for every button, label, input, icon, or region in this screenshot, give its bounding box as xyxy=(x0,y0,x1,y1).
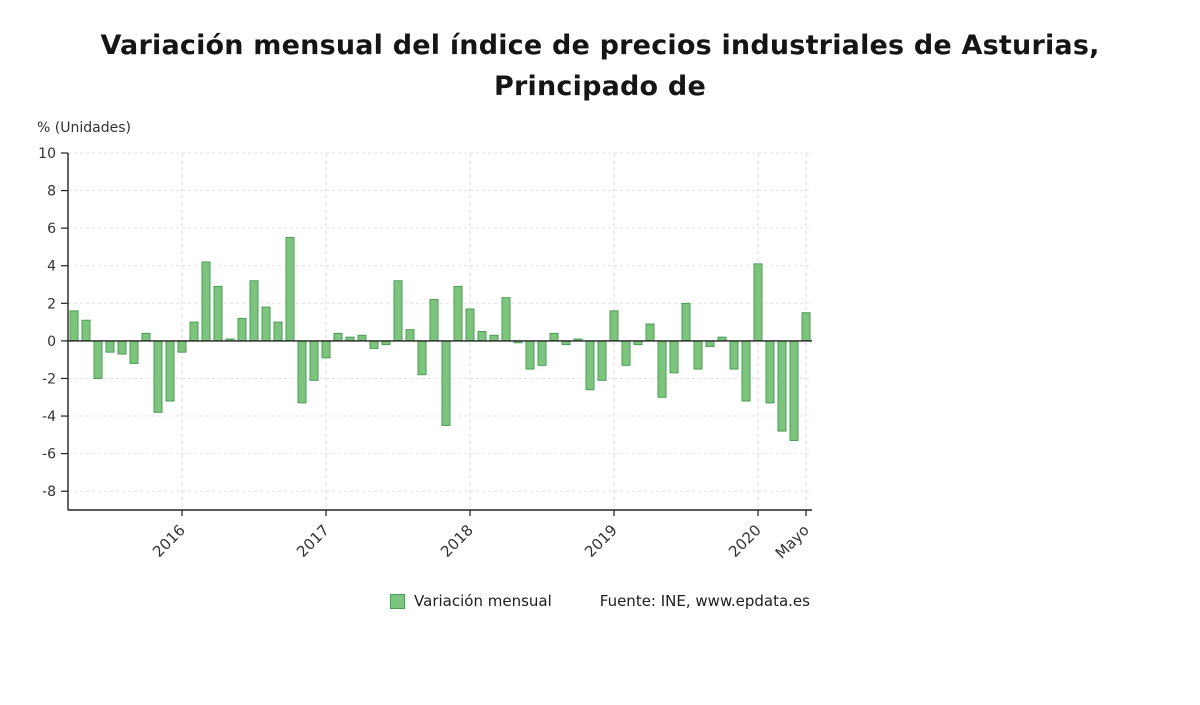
y-axis-unit-label: % (Unidades) xyxy=(37,120,131,136)
bar-ene-2017 xyxy=(321,340,331,359)
y-tick-label: 2 xyxy=(47,296,56,312)
bar-mar-2020 xyxy=(777,340,787,432)
bar-ene-2016 xyxy=(177,340,187,353)
y-tick-label: -4 xyxy=(42,409,56,425)
bar-ene-2019 xyxy=(609,310,619,342)
page-title-line-1: Variación mensual del índice de precios … xyxy=(100,30,1100,61)
x-tick-label: 2017 xyxy=(293,521,333,561)
y-tick-label: -6 xyxy=(42,447,56,463)
bar-may-2015 xyxy=(81,319,91,342)
bar-may-2020 xyxy=(801,312,811,342)
bar-dic-2016 xyxy=(309,340,319,381)
bar-feb-2016 xyxy=(189,321,199,342)
bar-sep-2019 xyxy=(705,340,715,348)
bar-dic-2015 xyxy=(165,340,175,402)
bar-jun-2015 xyxy=(93,340,103,379)
bar-nov-2019 xyxy=(729,340,739,370)
legend-swatch-icon xyxy=(390,593,406,609)
y-tick-label: 0 xyxy=(47,334,56,350)
bar-ago-2017 xyxy=(405,329,415,342)
legend-item-variacion-mensual: Variación mensual xyxy=(390,592,552,610)
legend-row: Variación mensual Fuente: INE, www.epdat… xyxy=(0,592,1200,610)
legend-series-label: Variación mensual xyxy=(414,592,552,610)
x-tick-label: 2020 xyxy=(725,521,765,561)
bar-ene-2020 xyxy=(753,263,763,342)
bar-jul-2018 xyxy=(537,340,547,366)
bar-abr-2016 xyxy=(213,285,223,342)
page-title-line-2: Principado de xyxy=(494,70,706,102)
bar-dic-2019 xyxy=(741,340,751,402)
bar-mar-2016 xyxy=(201,261,211,342)
y-tick-label: -2 xyxy=(42,371,56,387)
bar-sep-2015 xyxy=(129,340,139,364)
bar-ago-2016 xyxy=(261,306,271,342)
x-tick-label: 2016 xyxy=(149,521,189,561)
bar-feb-2020 xyxy=(765,340,775,404)
bar-ago-2019 xyxy=(693,340,703,370)
bar-jul-2015 xyxy=(105,340,115,353)
bar-jul-2017 xyxy=(393,280,403,342)
bar-abr-2020 xyxy=(789,340,799,441)
source-label: Fuente: INE, www.epdata.es xyxy=(599,592,810,610)
bar-jun-2016 xyxy=(237,317,247,342)
bar-jul-2019 xyxy=(681,302,691,342)
y-tick-label: 10 xyxy=(38,146,56,162)
bar-nov-2015 xyxy=(153,340,163,413)
bar-ago-2015 xyxy=(117,340,127,355)
bar-mar-2018 xyxy=(489,334,499,342)
bar-oct-2016 xyxy=(285,237,295,342)
y-tick-label: -8 xyxy=(42,484,56,500)
bar-abr-2017 xyxy=(357,334,367,342)
bar-nov-2016 xyxy=(297,340,307,404)
bar-sep-2017 xyxy=(417,340,427,376)
page-title: Variación mensual del índice de precios … xyxy=(0,26,1200,107)
y-tick-label: 4 xyxy=(47,259,56,275)
bar-dic-2017 xyxy=(453,285,463,342)
bar-may-2019 xyxy=(657,340,667,398)
bar-oct-2015 xyxy=(141,332,151,342)
bar-abr-2019 xyxy=(645,323,655,342)
y-tick-label: 8 xyxy=(47,184,56,200)
bar-ene-2018 xyxy=(465,308,475,342)
bar-abr-2018 xyxy=(501,297,511,342)
bar-jun-2018 xyxy=(525,340,535,370)
bar-nov-2018 xyxy=(585,340,595,391)
bar-feb-2019 xyxy=(621,340,631,366)
y-tick-label: 6 xyxy=(47,221,56,237)
bar-sep-2016 xyxy=(273,321,283,342)
bar-may-2017 xyxy=(369,340,379,349)
bar-ago-2018 xyxy=(549,332,559,342)
bar-jul-2016 xyxy=(249,280,259,342)
bar-dic-2018 xyxy=(597,340,607,381)
bar-nov-2017 xyxy=(441,340,451,426)
bar-jun-2019 xyxy=(669,340,679,374)
bar-feb-2018 xyxy=(477,331,487,342)
bar-abr-2015 xyxy=(69,310,79,342)
x-tick-label: 2018 xyxy=(437,521,477,561)
x-tick-label: Mayo xyxy=(772,521,813,562)
x-tick-label: 2019 xyxy=(581,521,621,561)
bar-feb-2017 xyxy=(333,332,343,342)
bar-oct-2017 xyxy=(429,299,439,342)
